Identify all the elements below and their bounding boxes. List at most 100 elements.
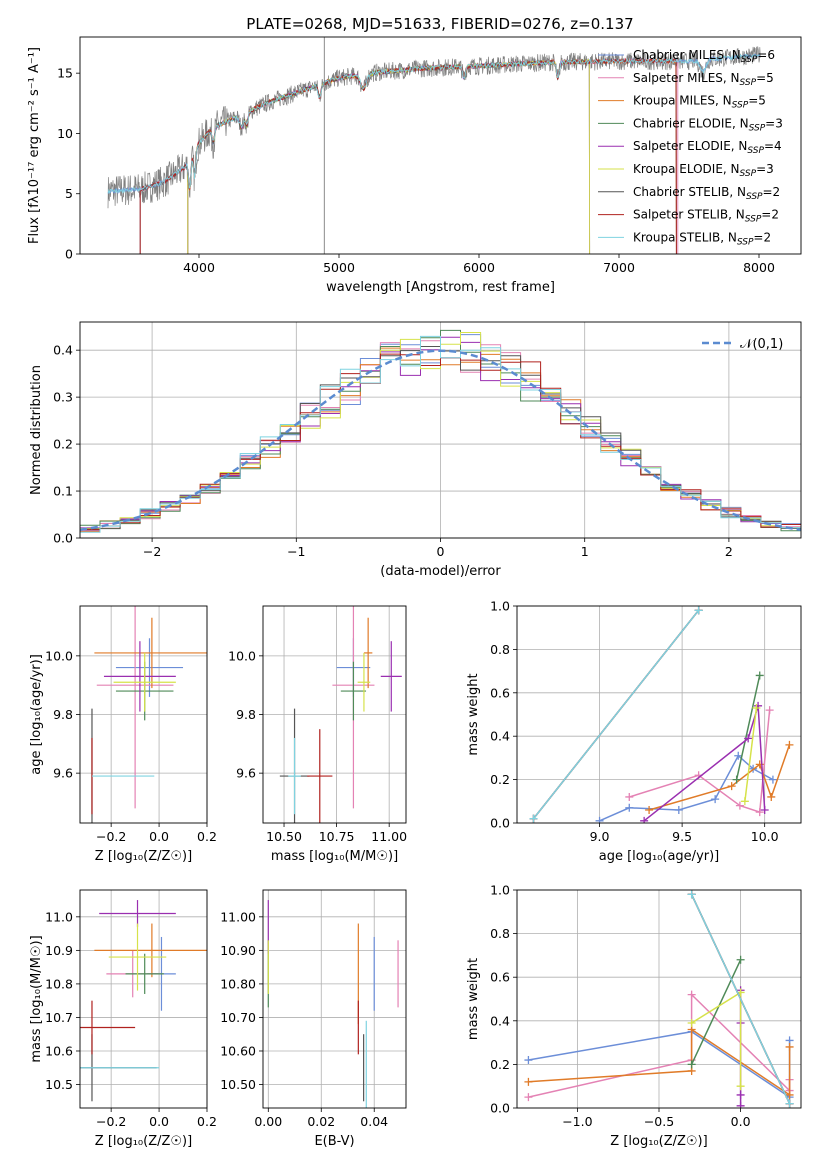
weight-point-marker xyxy=(687,990,696,999)
y-axis-label: mass [log₁₀(M/M☉)] xyxy=(29,935,44,1062)
x-tick-label: 4000 xyxy=(183,260,215,275)
weight-point-marker xyxy=(785,1099,794,1108)
weight-series-line xyxy=(691,991,742,1087)
y-axis-label: age [log₁₀(age/yr)] xyxy=(29,654,44,775)
weight-point-marker xyxy=(785,1042,794,1051)
weight-point-marker xyxy=(740,797,749,806)
panel-mass-Z: −0.2 0.0 0.2 10.5 10.6 10.7 10.8 10.9 11.0 Z [log… xyxy=(29,889,217,1149)
y-tick-label: 15 xyxy=(57,66,73,81)
x-axis-label: E(B-V) xyxy=(314,1134,354,1149)
x-axis-label: Z [log₁₀(Z/Z☉)] xyxy=(610,1134,707,1149)
weight-point-marker xyxy=(767,792,776,801)
weight-point-marker xyxy=(736,1090,745,1099)
y-tick-label: 0.6 xyxy=(490,970,510,985)
model-spectrum-line xyxy=(139,57,677,254)
x-tick-label: 10.0 xyxy=(751,829,779,844)
plot-area-residuals xyxy=(80,329,801,538)
legend-label: Chabrier MILES, NSSP=6 xyxy=(633,48,775,65)
legend-label: Salpeter MILES, NSSP=5 xyxy=(633,71,774,88)
y-tick-label: 10.6 xyxy=(45,1043,73,1058)
weight-point-marker xyxy=(727,782,736,791)
weight-series-line xyxy=(744,707,758,802)
y-tick-label: 9.6 xyxy=(53,766,73,781)
weight-point-marker xyxy=(765,706,774,715)
x-tick-label: −0.2 xyxy=(96,829,126,844)
y-tick-label: 0.6 xyxy=(490,685,510,700)
x-tick-label: 0.2 xyxy=(197,829,217,844)
x-tick-label: 5000 xyxy=(323,260,355,275)
weight-point-marker xyxy=(734,751,743,760)
axes-frame xyxy=(79,321,802,539)
x-tick-label: −0.5 xyxy=(644,1114,674,1129)
weight-point-marker xyxy=(645,805,654,814)
y-tick-label: 10.50 xyxy=(220,1077,256,1092)
y-tick-label: 10.8 xyxy=(45,976,73,991)
legend-label: Chabrier ELODIE, NSSP=3 xyxy=(633,116,783,133)
axes-frame xyxy=(262,605,407,824)
x-tick-label: 9.5 xyxy=(672,829,692,844)
x-tick-label: −1 xyxy=(287,544,305,559)
y-tick-label: 1.0 xyxy=(490,883,510,898)
y-tick-label: 0.3 xyxy=(53,390,73,405)
x-tick-label: 7000 xyxy=(603,260,635,275)
y-axis-label: mass weight xyxy=(466,673,481,755)
weight-point-marker xyxy=(735,801,744,810)
y-tick-label: 0.8 xyxy=(490,642,510,657)
x-tick-label: 11.00 xyxy=(371,829,407,844)
weight-point-marker xyxy=(625,792,634,801)
weight-point-marker xyxy=(736,955,745,964)
y-tick-label: 9.6 xyxy=(236,766,256,781)
y-tick-label: 10.80 xyxy=(220,976,256,991)
x-tick-label: −1.0 xyxy=(562,1114,592,1129)
legend-label: Chabrier STELIB, NSSP=2 xyxy=(633,185,780,202)
y-tick-label: 10.60 xyxy=(220,1043,256,1058)
x-tick-label: 0.0 xyxy=(149,1114,169,1129)
x-tick-label: 0.02 xyxy=(307,1114,335,1129)
weight-point-marker xyxy=(785,1090,794,1099)
axes-frame xyxy=(516,889,802,1109)
weight-point-marker xyxy=(732,775,741,784)
weight-point-marker xyxy=(755,671,764,680)
legend-label: Kroupa ELODIE, NSSP=3 xyxy=(633,162,774,179)
y-tick-label: 1.0 xyxy=(490,599,510,614)
y-tick-label: 9.8 xyxy=(53,707,73,722)
weight-point-marker xyxy=(524,1056,533,1065)
y-tick-label: 0.0 xyxy=(490,816,510,831)
y-tick-label: 5 xyxy=(65,186,73,201)
weight-series-line xyxy=(532,609,700,820)
model-spectrum-line xyxy=(187,58,591,254)
y-tick-label: 0.8 xyxy=(490,926,510,941)
legend-label: Salpeter ELODIE, NSSP=4 xyxy=(633,139,782,156)
plot-area-age-mass xyxy=(279,606,402,823)
y-tick-label: 10.70 xyxy=(220,1010,256,1025)
histogram-step-line xyxy=(80,335,801,538)
panel-mass-EBV: 0.00 0.02 0.04 10.50 10.60 10.70 10.80 10.90 11.… xyxy=(220,889,407,1149)
panel-spectrum: 4000 5000 6000 7000 8000 0 5 10 15 wavelength [An… xyxy=(27,36,802,295)
weight-point-marker xyxy=(625,803,634,812)
y-tick-label: 9.8 xyxy=(236,707,256,722)
weight-point-marker xyxy=(736,1101,745,1108)
x-tick-label: 0.0 xyxy=(731,1114,751,1129)
model-spectrum-line xyxy=(187,58,591,254)
x-tick-label: 2 xyxy=(725,544,733,559)
weight-series-line xyxy=(735,675,761,780)
y-tick-label: 0.4 xyxy=(53,343,73,358)
y-tick-label: 0.4 xyxy=(490,729,510,744)
axes-frame xyxy=(262,889,407,1109)
model-spectrum-line xyxy=(139,57,677,254)
figure-title: PLATE=0268, MJD=51633, FIBERID=0276, z=0… xyxy=(246,15,633,33)
y-tick-label: 10.0 xyxy=(45,648,73,663)
y-axis-label: Flux [fλ10⁻¹⁷ erg cm⁻² s⁻¹ A⁻¹] xyxy=(27,47,42,244)
model-spectrum-line xyxy=(187,58,591,254)
weight-point-marker xyxy=(595,816,604,823)
x-tick-label: 0.00 xyxy=(254,1114,282,1129)
x-axis-label: (data-model)/error xyxy=(380,564,501,579)
y-tick-label: 0.2 xyxy=(490,1057,510,1072)
panel-age-Z: −0.2 0.0 0.2 9.6 9.8 10.0 Z [log₁₀(Z/Z☉)] age [… xyxy=(29,605,217,864)
plot-area-mass-EBV xyxy=(267,900,399,1108)
y-tick-label: 11.0 xyxy=(45,909,73,924)
weight-point-marker xyxy=(640,816,649,823)
y-tick-label: 0.0 xyxy=(53,531,73,546)
x-tick-label: 0.04 xyxy=(360,1114,388,1129)
